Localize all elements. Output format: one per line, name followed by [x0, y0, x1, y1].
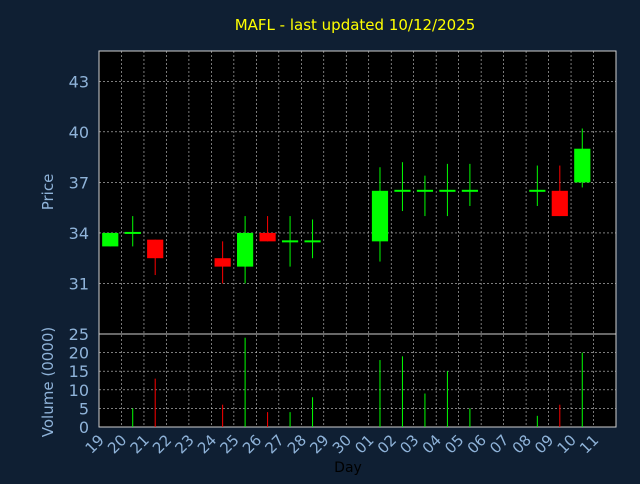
candle-body [416, 189, 434, 192]
candle-body [529, 189, 546, 192]
volume-tick-label: 15 [69, 362, 89, 381]
candle-body [102, 232, 119, 247]
price-tick-label: 40 [69, 123, 89, 142]
candle-body [214, 258, 231, 267]
volume-axis-label: Volume (0000) [39, 327, 57, 437]
plot-area: 3134374043051015202519202122232425262728… [69, 50, 617, 457]
candle-body [371, 190, 389, 242]
price-tick-label: 37 [69, 173, 89, 192]
volume-tick-label: 5 [79, 399, 89, 418]
price-tick-label: 34 [69, 224, 89, 243]
candle-body [304, 240, 321, 243]
volume-tick-label: 25 [69, 325, 89, 344]
candle-body [574, 148, 591, 183]
chart-title: MAFL - last updated 10/12/2025 [235, 16, 476, 34]
candle-body [259, 232, 276, 242]
volume-tick-label: 0 [79, 418, 89, 437]
price-tick-label: 43 [69, 72, 89, 91]
x-tick-label: 11 [576, 431, 602, 457]
volume-panel-border [98, 333, 617, 428]
candle-body [461, 189, 478, 192]
price-panel-background [99, 51, 616, 334]
candle-body [551, 190, 568, 217]
candle-body [281, 240, 299, 243]
candle-body [147, 239, 164, 259]
price-axis-label: Price [39, 174, 57, 211]
x-axis-label: Day [334, 460, 362, 476]
candle-body [394, 189, 411, 192]
candle-body [439, 189, 456, 192]
price-tick-label: 31 [69, 274, 89, 293]
candle-body [237, 232, 254, 267]
candle-body [124, 231, 141, 234]
volume-panel-background [99, 334, 616, 427]
volume-tick-label: 20 [69, 344, 89, 363]
volume-tick-label: 10 [69, 381, 89, 400]
